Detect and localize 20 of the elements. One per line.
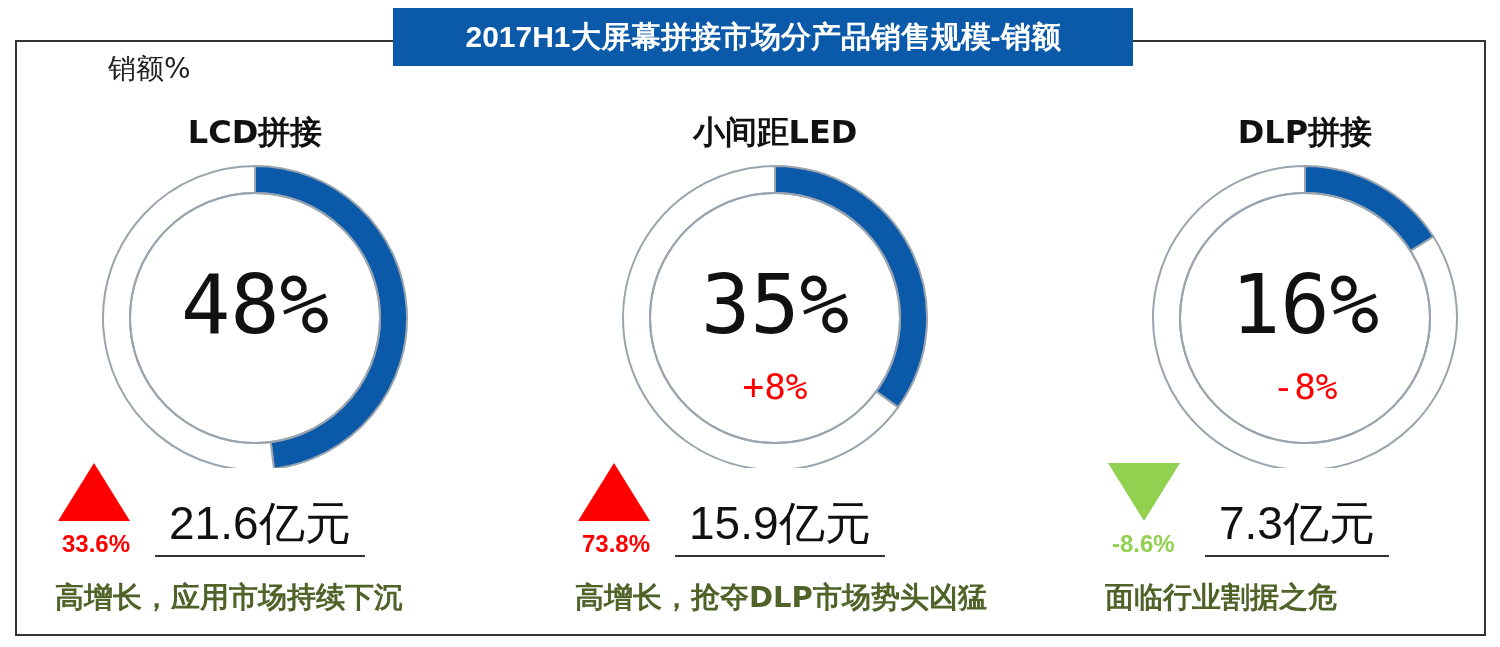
data-label: 35%: [700, 257, 850, 352]
text: 高增长，应用市场持续下沉: [55, 579, 403, 616]
donut-slice: [1152, 165, 1458, 468]
text: 面临行业割据之危: [1105, 579, 1337, 616]
chart-title: LCD拼接: [187, 113, 323, 151]
text: 21.6亿元: [155, 493, 365, 557]
text: 73.8%: [582, 530, 651, 558]
text: 33.6%: [62, 530, 131, 558]
text: -8.6%: [1112, 530, 1175, 558]
data-label: 48%: [180, 257, 330, 352]
text: 7.3亿元: [1205, 493, 1389, 557]
text: -8%: [1272, 366, 1338, 407]
text: 销额%: [108, 51, 191, 87]
chart-title: 小间距LED: [691, 113, 858, 151]
data-label: 16%: [1230, 257, 1380, 352]
text: 高增长，抢夺DLP市场势头凶猛: [575, 579, 987, 616]
text: +8%: [742, 366, 808, 407]
chart-title: DLP拼接: [1237, 113, 1373, 151]
text: 15.9亿元: [675, 493, 885, 557]
text: 2017H1大屏幕拼接市场分产品销售规模-销额: [393, 8, 1133, 66]
